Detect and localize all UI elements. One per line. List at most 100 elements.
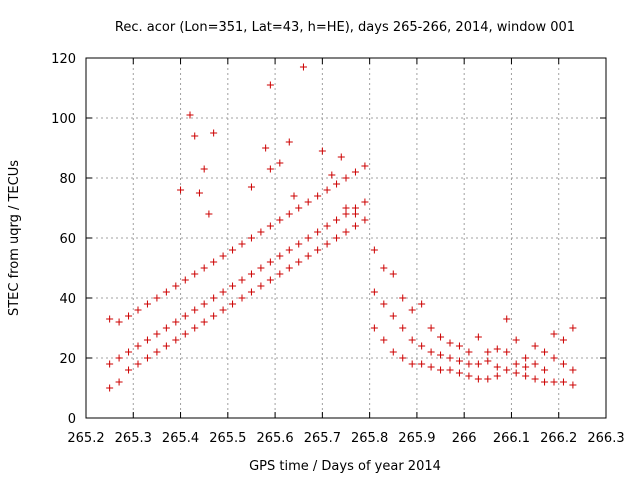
grid: [86, 58, 606, 418]
data-point: [474, 333, 482, 341]
data-point: [370, 324, 378, 332]
data-point: [493, 345, 501, 353]
x-tick-label: 265.2: [67, 431, 104, 446]
data-point: [229, 300, 237, 308]
data-point: [262, 144, 270, 152]
data-point: [351, 168, 359, 176]
data-point: [380, 336, 388, 344]
data-point: [342, 210, 350, 218]
plot-frame: [85, 57, 607, 419]
data-point: [550, 354, 558, 362]
data-point: [210, 129, 218, 137]
data-point: [191, 324, 199, 332]
data-point: [465, 360, 473, 368]
data-point: [437, 333, 445, 341]
data-point: [172, 336, 180, 344]
data-point: [191, 132, 199, 140]
data-point: [522, 372, 530, 380]
data-point: [370, 246, 378, 254]
data-point: [162, 342, 170, 350]
data-point: [559, 378, 567, 386]
data-point: [408, 360, 416, 368]
data-point: [266, 165, 274, 173]
data-point: [328, 171, 336, 179]
data-point: [342, 228, 350, 236]
data-point: [531, 360, 539, 368]
data-point: [323, 186, 331, 194]
x-tick-label: 265.4: [162, 431, 199, 446]
data-point: [219, 306, 227, 314]
data-point: [370, 288, 378, 296]
data-point: [115, 378, 123, 386]
x-tick-label: 265.6: [256, 431, 293, 446]
data-point: [361, 198, 369, 206]
data-point: [465, 372, 473, 380]
data-point: [238, 276, 246, 284]
data-point: [342, 204, 350, 212]
x-tick-label: 265.8: [351, 431, 388, 446]
data-point: [195, 189, 203, 197]
data-point: [559, 336, 567, 344]
data-point: [522, 363, 530, 371]
data-point: [351, 210, 359, 218]
y-tick-label: 80: [59, 172, 76, 187]
data-point: [437, 366, 445, 374]
data-point: [351, 222, 359, 230]
data-point: [484, 357, 492, 365]
data-point: [333, 216, 341, 224]
data-point: [285, 138, 293, 146]
data-point: [134, 360, 142, 368]
data-point: [333, 180, 341, 188]
data-point: [181, 312, 189, 320]
data-point: [550, 378, 558, 386]
data-point: [266, 276, 274, 284]
data-point: [115, 318, 123, 326]
data-point: [380, 300, 388, 308]
data-point: [276, 270, 284, 278]
y-tick-label: 120: [51, 52, 76, 67]
data-point: [531, 375, 539, 383]
data-point: [474, 375, 482, 383]
x-tick-label: 265.9: [398, 431, 435, 446]
data-point: [541, 366, 549, 374]
data-point: [541, 348, 549, 356]
x-tick-label: 265.3: [115, 431, 152, 446]
data-point: [493, 372, 501, 380]
data-point: [181, 276, 189, 284]
data-point: [162, 324, 170, 332]
data-point: [219, 288, 227, 296]
data-point: [337, 153, 345, 161]
data-point: [569, 366, 577, 374]
data-point: [285, 210, 293, 218]
data-point: [295, 204, 303, 212]
data-point: [399, 354, 407, 362]
data-point: [276, 216, 284, 224]
data-point: [172, 318, 180, 326]
data-point: [314, 192, 322, 200]
x-tick-label: 265.7: [304, 431, 341, 446]
data-point: [219, 252, 227, 260]
data-point: [266, 222, 274, 230]
data-point: [418, 360, 426, 368]
data-point: [290, 192, 298, 200]
data-point: [399, 294, 407, 302]
data-point: [323, 240, 331, 248]
data-point: [427, 348, 435, 356]
data-point: [153, 348, 161, 356]
data-point: [512, 336, 520, 344]
data-point: [143, 300, 151, 308]
data-point: [408, 336, 416, 344]
data-point: [418, 342, 426, 350]
data-point: [408, 306, 416, 314]
data-point: [559, 360, 567, 368]
data-point: [418, 300, 426, 308]
data-point: [361, 162, 369, 170]
data-point: [474, 360, 482, 368]
data-point: [531, 342, 539, 350]
data-point: [299, 63, 307, 71]
data-point: [181, 330, 189, 338]
data-point: [153, 330, 161, 338]
data-point: [134, 342, 142, 350]
data-point: [153, 294, 161, 302]
